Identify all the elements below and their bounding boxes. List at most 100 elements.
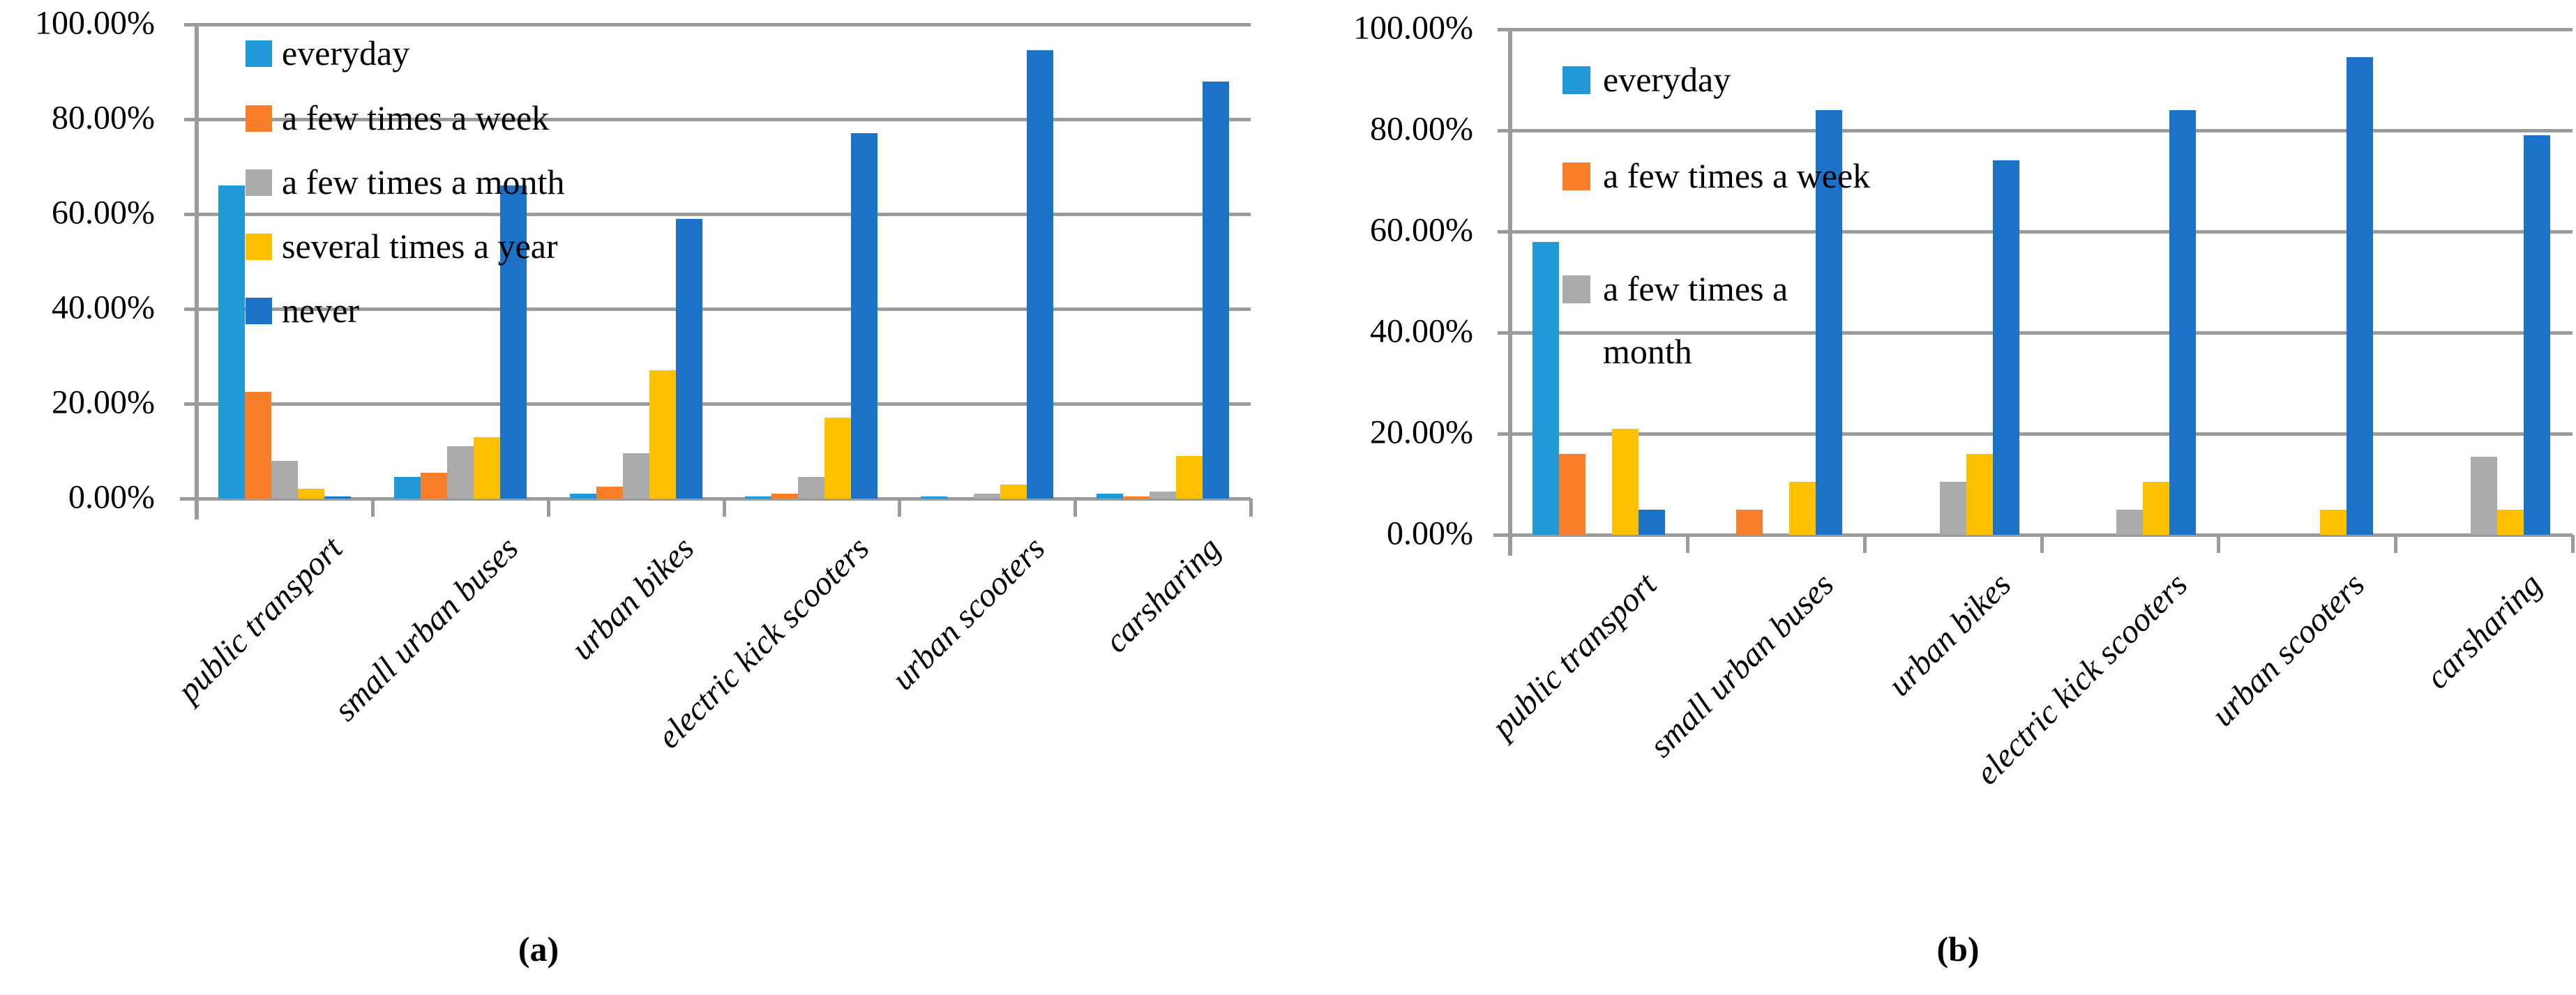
x-axis-tick bbox=[723, 499, 726, 517]
bar-several-times-a-year-3 bbox=[2143, 482, 2169, 535]
gridline bbox=[197, 118, 1251, 121]
x-category-label: carsharing bbox=[1097, 529, 1228, 660]
gridline bbox=[1493, 533, 2573, 537]
y-tick-label: 60.00% bbox=[1370, 211, 1473, 249]
y-tick-label: 20.00% bbox=[1370, 413, 1473, 451]
y-axis-line bbox=[1508, 29, 1512, 556]
legend-label: everyday bbox=[282, 33, 410, 73]
bar-never-0 bbox=[1639, 510, 1665, 535]
bar-a-few-times-a-week-0 bbox=[1559, 454, 1585, 535]
legend-swatch bbox=[1562, 162, 1590, 190]
y-axis-tick bbox=[184, 402, 197, 406]
y-axis-line bbox=[195, 24, 199, 519]
bar-everyday-4 bbox=[921, 496, 947, 499]
bar-a-few-times-a-week-1 bbox=[1736, 510, 1763, 535]
bar-everyday-0 bbox=[218, 185, 245, 499]
bar-a-few-times-a-month-5 bbox=[1150, 492, 1176, 499]
bar-never-4 bbox=[1027, 50, 1053, 499]
legend-label: everyday bbox=[1603, 59, 1731, 99]
y-tick-label: 60.00% bbox=[52, 194, 155, 231]
bar-never-2 bbox=[1993, 160, 2019, 535]
bar-a-few-times-a-week-3 bbox=[771, 494, 798, 499]
legend-swatch bbox=[246, 105, 272, 132]
x-category-label: small urban buses bbox=[1642, 565, 1841, 765]
legend-swatch bbox=[246, 169, 272, 196]
bar-everyday-0 bbox=[1532, 242, 1559, 535]
x-axis-tick bbox=[1249, 499, 1253, 517]
x-axis-tick bbox=[1509, 535, 1512, 553]
x-axis-tick bbox=[371, 499, 375, 517]
x-category-label: public transport bbox=[170, 529, 350, 709]
x-category-label: electric kick scooters bbox=[650, 529, 877, 756]
x-axis-tick bbox=[547, 499, 550, 517]
x-axis-tick bbox=[2040, 535, 2044, 553]
x-axis-tick bbox=[2571, 535, 2575, 553]
legend-swatch bbox=[246, 234, 272, 260]
bar-several-times-a-year-2 bbox=[649, 370, 676, 499]
legend-label: several times a year bbox=[282, 226, 558, 266]
x-category-label: electric kick scooters bbox=[1968, 565, 2195, 792]
y-axis-tick bbox=[184, 307, 197, 311]
gridline bbox=[197, 307, 1251, 311]
y-axis-tick bbox=[184, 213, 197, 216]
bar-several-times-a-year-5 bbox=[1176, 456, 1203, 499]
legend-label: month bbox=[1603, 331, 1692, 371]
legend-label: never bbox=[282, 290, 360, 330]
y-tick-label: 40.00% bbox=[1370, 312, 1473, 350]
x-category-label: urban bikes bbox=[564, 529, 702, 667]
gridline bbox=[197, 402, 1251, 406]
bar-everyday-3 bbox=[745, 496, 771, 499]
bar-several-times-a-year-4 bbox=[1000, 485, 1027, 499]
legend-swatch bbox=[1562, 66, 1590, 94]
x-axis-tick bbox=[1686, 535, 1689, 553]
bar-everyday-2 bbox=[570, 494, 596, 499]
caption-b: (b) bbox=[1936, 929, 1980, 969]
y-tick-label: 80.00% bbox=[52, 99, 155, 137]
bar-never-4 bbox=[2347, 57, 2373, 535]
legend-swatch bbox=[246, 40, 272, 67]
gridline bbox=[1510, 129, 2573, 132]
bar-never-3 bbox=[2169, 110, 2196, 535]
bar-a-few-times-a-week-0 bbox=[245, 392, 271, 499]
x-axis-tick bbox=[898, 499, 901, 517]
x-category-label: small urban buses bbox=[326, 529, 526, 729]
bar-several-times-a-year-3 bbox=[824, 418, 851, 499]
x-axis-tick bbox=[195, 499, 199, 517]
x-category-label: carsharing bbox=[2418, 565, 2549, 697]
gridline bbox=[1510, 28, 2573, 31]
y-tick-label: 0.00% bbox=[1387, 515, 1473, 552]
legend-label: a few times a week bbox=[1603, 155, 1871, 195]
gridline bbox=[1510, 432, 2573, 436]
bar-never-3 bbox=[851, 133, 878, 499]
y-axis-tick bbox=[184, 497, 197, 501]
y-axis-tick bbox=[1498, 28, 1510, 31]
x-axis-tick bbox=[1863, 535, 1867, 553]
gridline bbox=[197, 213, 1251, 216]
gridline bbox=[197, 23, 1251, 26]
bar-a-few-times-a-month-0 bbox=[271, 461, 298, 499]
bar-several-times-a-year-1 bbox=[1789, 482, 1816, 535]
legend-label: a few times a bbox=[1603, 268, 1788, 308]
bar-never-5 bbox=[2524, 135, 2550, 535]
bar-a-few-times-a-month-4 bbox=[974, 494, 1000, 499]
bar-several-times-a-year-0 bbox=[298, 489, 324, 499]
bar-several-times-a-year-4 bbox=[2320, 510, 2347, 535]
x-category-label: urban scooters bbox=[2204, 565, 2372, 734]
x-axis-tick bbox=[2394, 535, 2397, 553]
bar-several-times-a-year-0 bbox=[1612, 429, 1639, 535]
gridline bbox=[1510, 230, 2573, 234]
gridline bbox=[180, 497, 1251, 501]
x-category-label: urban scooters bbox=[884, 529, 1053, 697]
bar-never-0 bbox=[324, 496, 351, 499]
y-axis-tick bbox=[1498, 129, 1510, 132]
legend-label: a few times a month bbox=[282, 162, 565, 202]
bar-a-few-times-a-month-3 bbox=[798, 477, 824, 499]
caption-a: (a) bbox=[518, 929, 559, 969]
bar-several-times-a-year-1 bbox=[474, 437, 500, 499]
y-tick-label: 0.00% bbox=[68, 478, 155, 516]
bar-never-5 bbox=[1203, 82, 1229, 499]
bar-a-few-times-a-week-5 bbox=[1123, 496, 1150, 499]
bar-a-few-times-a-month-1 bbox=[447, 446, 474, 499]
y-axis-tick bbox=[1498, 331, 1510, 335]
